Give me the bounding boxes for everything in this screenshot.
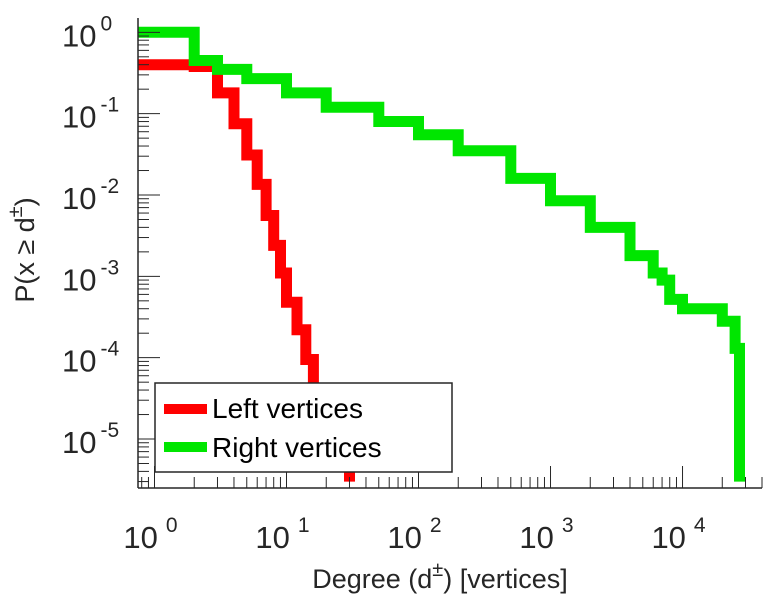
y-tick-label: 10 -3 (62, 256, 119, 297)
y-axis-label: P(x ≥ d±) (5, 197, 40, 302)
x-tick-label-exponent: 1 (298, 514, 310, 537)
y-tick-label-base: 10 (62, 425, 96, 460)
y-tick-label: 10 0 (62, 12, 112, 53)
legend-item-right: Right vertices (164, 432, 382, 463)
series-line-right-vertices (138, 26, 745, 482)
legend-label-left: Left vertices (212, 393, 363, 424)
y-tick-label-base: 10 (62, 262, 96, 297)
legend-item-left: Left vertices (164, 393, 363, 424)
x-tick-labels: 10 0 10 1 10 2 10 3 10 4 (123, 514, 706, 555)
x-axis-label-superscript: ± (432, 559, 443, 581)
y-tick-label-base: 10 (62, 18, 96, 53)
y-axis-label-suffix: ) (10, 197, 40, 206)
x-tick-label: 10 1 (255, 514, 309, 555)
y-tick-label: 10 -4 (62, 338, 119, 379)
y-tick-label: 10 -2 (62, 175, 119, 216)
legend: Left vertices Right vertices (154, 382, 453, 473)
y-tick-label-exponent: 0 (100, 12, 112, 35)
x-axis-label-suffix: ) [vertices] (443, 564, 568, 594)
y-tick-label: 10 -1 (62, 94, 119, 135)
x-tick-label-base: 10 (387, 520, 421, 555)
x-axis-label: Degree (d±) [vertices] (312, 559, 568, 594)
y-tick-label-exponent: -1 (100, 94, 119, 117)
x-tick-label-exponent: 4 (694, 514, 706, 537)
legend-box (154, 382, 453, 473)
y-tick-label-exponent: -3 (100, 256, 119, 279)
x-tick-label: 10 3 (519, 514, 573, 555)
y-tick-label-base: 10 (62, 181, 96, 216)
y-tick-label-base: 10 (62, 344, 96, 379)
x-tick-label-base: 10 (519, 520, 553, 555)
legend-label-right: Right vertices (212, 432, 382, 463)
y-tick-label-exponent: -5 (100, 419, 119, 442)
x-tick-label: 10 4 (651, 514, 705, 555)
y-tick-label-base: 10 (62, 100, 96, 135)
x-tick-label-exponent: 3 (562, 514, 574, 537)
y-tick-label-exponent: -2 (100, 175, 119, 198)
x-tick-label-base: 10 (255, 520, 289, 555)
y-tick-label: 10 -5 (62, 419, 119, 460)
x-tick-label: 10 0 (123, 514, 177, 555)
x-tick-label-base: 10 (651, 520, 685, 555)
x-tick-label: 10 2 (387, 514, 441, 555)
x-tick-label-base: 10 (123, 520, 157, 555)
x-tick-label-exponent: 0 (166, 514, 178, 537)
x-axis-label-text: Degree (d (312, 564, 432, 594)
y-axis-label-superscript: ± (5, 206, 27, 217)
x-tick-label-exponent: 2 (430, 514, 442, 537)
y-axis-label-text: P(x ≥ d (10, 217, 40, 302)
y-tick-label-exponent: -4 (100, 338, 119, 361)
